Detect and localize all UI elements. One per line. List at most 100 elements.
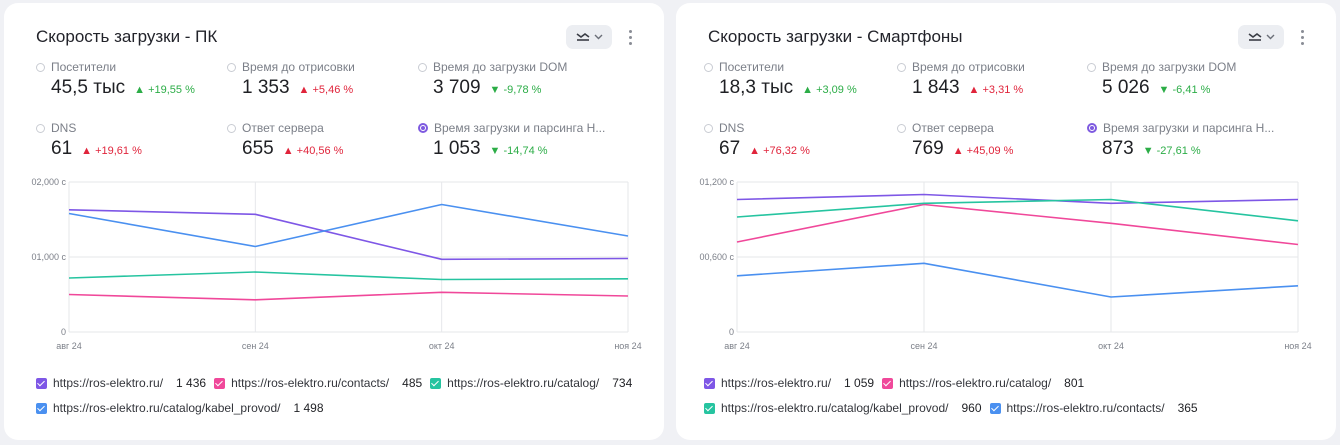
y-tick-label: 01,200 с (699, 177, 734, 187)
more-menu-icon[interactable] (626, 27, 634, 47)
series-line (68, 209, 629, 261)
checkbox-icon[interactable] (36, 402, 47, 414)
legend-item[interactable]: https://ros-elektro.ru/catalog/kabel_pro… (36, 401, 324, 415)
radio-selected-icon[interactable] (1087, 123, 1097, 133)
metric-delta: ▲ +76,32 % (749, 145, 810, 157)
radio-icon[interactable] (36, 123, 45, 133)
metric-value: 18,3 тыс (719, 77, 794, 98)
y-tick-label: 0 (729, 327, 734, 337)
metric-visitors[interactable]: Посетители 18,3 тыс ▲ +3,09 % (704, 60, 894, 99)
checkbox-icon[interactable] (430, 377, 442, 389)
radio-icon[interactable] (227, 62, 236, 72)
metric-value: 1 053 (433, 138, 481, 159)
legend-label: https://ros-elektro.ru/catalog/kabel_pro… (721, 401, 949, 415)
metric-value: 67 (719, 138, 741, 159)
checkbox-icon[interactable] (704, 377, 715, 389)
legend-item[interactable]: https://ros-elektro.ru/contacts/485 (214, 376, 422, 390)
metric-label: DNS (719, 121, 745, 135)
metric-label: Время загрузки и парсинга Н... (434, 121, 606, 135)
radio-icon[interactable] (36, 62, 45, 72)
radio-icon[interactable] (897, 62, 906, 72)
legend-value: 1 059 (844, 376, 875, 390)
x-tick-label: окт 24 (429, 341, 455, 351)
legend-item[interactable]: https://ros-elektro.ru/1 436 (36, 376, 206, 390)
legend-label: https://ros-elektro.ru/ (53, 376, 164, 390)
radio-icon[interactable] (704, 123, 713, 133)
metric-value: 45,5 тыс (51, 77, 126, 98)
radio-icon[interactable] (897, 123, 906, 133)
metric-delta: ▲ +45,09 % (952, 145, 1014, 157)
series-line (68, 203, 629, 248)
x-tick-label: сен 24 (911, 341, 938, 351)
legend-value: 485 (402, 376, 423, 390)
legend-label: https://ros-elektro.ru/contacts/ (231, 376, 390, 390)
chart-card: Скорость загрузки - Смартфоны Посетители… (676, 3, 1336, 440)
metric-label: Время до отрисовки (912, 60, 1025, 74)
legend-label: https://ros-elektro.ru/ (721, 376, 832, 390)
card-title: Скорость загрузки - ПК (36, 27, 218, 46)
x-tick-label: авг 24 (56, 341, 82, 351)
checkbox-icon[interactable] (882, 377, 894, 389)
more-menu-icon[interactable] (1298, 27, 1306, 47)
metric-label: Посетители (719, 60, 785, 74)
legend-label: https://ros-elektro.ru/contacts/ (1006, 401, 1165, 415)
legend-label: https://ros-elektro.ru/catalog/ (447, 376, 600, 390)
metric-dns[interactable]: DNS 67 ▲ +76,32 % (704, 121, 894, 160)
y-tick-label: 02,000 с (31, 177, 66, 187)
checkbox-icon[interactable] (36, 377, 47, 389)
chart-settings-button[interactable] (1238, 25, 1284, 49)
checkbox-icon[interactable] (704, 402, 715, 414)
metric-dns[interactable]: DNS 61 ▲ +19,61 % (36, 121, 226, 160)
legend-value: 1 498 (293, 401, 324, 415)
checkbox-icon[interactable] (989, 402, 1001, 414)
line-chart: 0 01,000 с 02,000 с авг 24 сен 24 окт 24 ноя 2… (31, 177, 641, 351)
legend-value: 365 (1177, 401, 1198, 415)
radio-icon[interactable] (704, 62, 713, 72)
metric-delta: ▼ -14,74 % (489, 145, 548, 157)
chart-type-icon (576, 33, 589, 41)
metric-dom-load[interactable]: Время до загрузки DOM 3 709 ▼ -9,78 % (418, 60, 608, 99)
series-line (736, 198, 1299, 222)
metric-value: 61 (51, 138, 73, 159)
metric-html-parse[interactable]: Время загрузки и парсинга Н... 1 053 ▼ -1… (418, 121, 608, 160)
legend-item[interactable]: https://ros-elektro.ru/catalog/734 (430, 376, 632, 390)
series-line (736, 203, 1299, 246)
metric-label: Время до загрузки DOM (433, 60, 568, 74)
series-line (736, 193, 1299, 205)
legend-item[interactable]: https://ros-elektro.ru/catalog/801 (882, 376, 1084, 390)
metric-value: 655 (242, 138, 274, 159)
legend-label: https://ros-elektro.ru/catalog/ (899, 376, 1052, 390)
legend-item[interactable]: https://ros-elektro.ru/1 059 (704, 376, 874, 390)
legend-item[interactable]: https://ros-elektro.ru/contacts/365 (989, 401, 1198, 415)
y-tick-label: 00,600 с (699, 252, 734, 262)
legend-item[interactable]: https://ros-elektro.ru/catalog/kabel_pro… (704, 401, 982, 415)
chart-settings-button[interactable] (566, 25, 612, 49)
metric-delta: ▲ +40,56 % (282, 145, 344, 157)
metric-server-response[interactable]: Ответ сервера 655 ▲ +40,56 % (227, 121, 417, 160)
radio-icon[interactable] (227, 123, 236, 133)
radio-icon[interactable] (418, 62, 427, 72)
metric-delta: ▼ -6,41 % (1158, 84, 1211, 96)
checkbox-icon[interactable] (214, 377, 226, 389)
metric-label: Время до отрисовки (242, 60, 355, 74)
metric-first-paint[interactable]: Время до отрисовки 1 843 ▲ +3,31 % (897, 60, 1087, 99)
metric-delta: ▲ +19,61 % (81, 145, 142, 157)
chevron-down-icon (594, 34, 602, 40)
metric-server-response[interactable]: Ответ сервера 769 ▲ +45,09 % (897, 121, 1087, 160)
metric-visitors[interactable]: Посетители 45,5 тыс ▲ +19,55 % (36, 60, 226, 99)
metric-label: Посетители (51, 60, 117, 74)
card-title: Скорость загрузки - Смартфоны (708, 27, 963, 46)
y-tick-label: 01,000 с (31, 252, 66, 262)
metric-dom-load[interactable]: Время до загрузки DOM 5 026 ▼ -6,41 % (1087, 60, 1277, 99)
metric-value: 5 026 (1102, 77, 1150, 98)
metric-html-parse[interactable]: Время загрузки и парсинга Н... 873 ▼ -27,… (1087, 121, 1277, 160)
metric-first-paint[interactable]: Время до отрисовки 1 353 ▲ +5,46 % (227, 60, 417, 99)
metric-label: DNS (51, 121, 77, 135)
x-tick-label: окт 24 (1098, 341, 1124, 351)
legend-value: 960 (961, 401, 982, 415)
radio-icon[interactable] (1087, 62, 1096, 72)
radio-selected-icon[interactable] (418, 123, 428, 133)
metric-delta: ▲ +5,46 % (298, 84, 354, 96)
x-tick-label: ноя 24 (1284, 341, 1311, 351)
metric-delta: ▼ -27,61 % (1142, 145, 1201, 157)
